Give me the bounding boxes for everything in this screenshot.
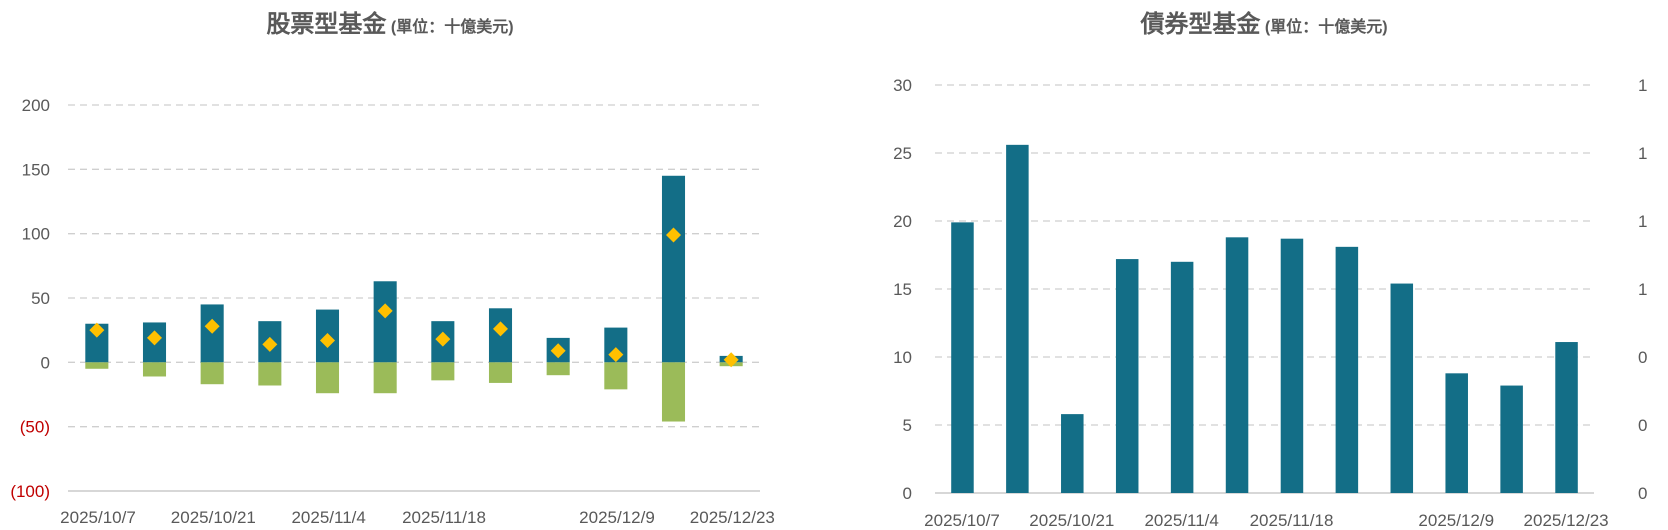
net-flow-marker <box>320 332 335 348</box>
x-tick-label: 2025/12/9 <box>1418 511 1494 530</box>
y-tick-label: (100) <box>10 482 50 501</box>
chart-title: 股票型基金 (單位：十億美元) <box>0 4 780 39</box>
x-tick-label: 2025/12/9 <box>579 508 655 527</box>
y-tick-label: 20 <box>893 212 912 231</box>
y2-tick-label: 1 <box>1638 280 1647 299</box>
net-flow-marker <box>89 322 105 338</box>
y-tick-label: 0 <box>41 353 50 372</box>
x-tick-label: 2025/12/23 <box>690 508 775 527</box>
net-flow-marker <box>262 336 278 352</box>
x-tick-label: 2025/10/21 <box>171 508 256 527</box>
bar-positive <box>85 323 109 363</box>
net-flow-marker <box>377 303 393 319</box>
net-flow-marker <box>550 343 566 359</box>
bond-fund-chart-panel: 債券型基金 (單位：十億美元) 30 1 25 1 20 1 15 1 10 0 5 0 0 0 2025/… <box>860 0 1668 530</box>
bar-negative <box>200 362 224 385</box>
bar-positive <box>1555 342 1578 493</box>
chart-title-main: 股票型基金 <box>266 11 387 38</box>
bar-positive <box>1500 385 1523 493</box>
equity-fund-chart: 200 150 100 50 0 (50) (100) 2025/10/7 2025/10/21… <box>10 96 775 527</box>
y-tick-label: 0 <box>903 484 912 503</box>
chart-title-unit: (單位：十億美元) <box>390 19 514 36</box>
bar-negative <box>258 362 282 386</box>
x-tick-label: 2025/12/23 <box>1524 511 1609 530</box>
x-tick-label: 2025/11/18 <box>1250 511 1334 530</box>
x-tick-label: 2025/11/4 <box>1144 511 1218 530</box>
bar-positive <box>951 222 974 494</box>
net-flow-marker <box>666 227 681 243</box>
chart-title-unit: (單位：十億美元) <box>1264 19 1388 36</box>
y-tick-label: 100 <box>22 225 50 244</box>
x-tick-label: 2025/10/21 <box>1029 511 1114 530</box>
bar-positive <box>661 175 686 363</box>
bar-positive <box>1335 246 1359 493</box>
bar-positive <box>1390 283 1414 493</box>
equity-fund-chart-panel: 股票型基金 (單位：十億美元) 200 150 100 50 0 (50) (100) 202… <box>0 0 780 530</box>
bar-negative <box>431 362 455 381</box>
y-tick-label: 15 <box>893 280 912 299</box>
x-tick-label: 2025/10/7 <box>924 511 1000 530</box>
y-tick-label: 30 <box>893 76 912 95</box>
bar-positive <box>1170 261 1194 493</box>
y2-tick-label: 0 <box>1638 416 1647 435</box>
bar-negative <box>315 362 340 394</box>
y2-tick-label: 0 <box>1638 348 1647 367</box>
bar-negative <box>661 362 686 422</box>
y2-tick-label: 1 <box>1638 76 1647 95</box>
net-flow-marker <box>493 321 508 337</box>
y-tick-label: 200 <box>22 96 50 115</box>
y-tick-label: (50) <box>20 418 50 437</box>
bar-positive <box>1061 414 1084 493</box>
bar-negative <box>142 362 167 377</box>
net-flow-marker <box>204 318 220 334</box>
y-tick-label: 150 <box>22 160 50 179</box>
bar-negative <box>373 362 397 394</box>
y2-tick-label: 1 <box>1638 144 1647 163</box>
x-tick-label: 2025/11/18 <box>402 508 486 527</box>
y-tick-label: 50 <box>31 289 50 308</box>
y-tick-label: 10 <box>893 348 912 367</box>
bar-positive <box>1225 237 1249 493</box>
x-tick-label: 2025/11/4 <box>291 508 365 527</box>
bar-positive <box>1445 373 1468 493</box>
bar-negative <box>546 362 570 376</box>
chart-title-main: 債券型基金 <box>1140 11 1261 38</box>
bar-negative <box>604 362 628 390</box>
bar-positive <box>1115 259 1139 493</box>
net-flow-marker <box>435 331 451 347</box>
bar-positive <box>1006 144 1029 493</box>
net-flow-marker <box>147 330 162 346</box>
bar-positive <box>373 281 397 363</box>
bar-negative <box>488 362 513 383</box>
x-tick-label: 2025/10/7 <box>60 508 136 527</box>
y-tick-label: 5 <box>903 416 912 435</box>
bond-fund-chart: 30 1 25 1 20 1 15 1 10 0 5 0 0 0 2025/10/7 2025/10/21 20… <box>893 76 1647 530</box>
net-flow-marker <box>723 352 739 368</box>
y2-tick-label: 0 <box>1638 484 1647 503</box>
y-tick-label: 25 <box>893 144 912 163</box>
y2-tick-label: 1 <box>1638 212 1647 231</box>
chart-title: 債券型基金 (單位：十億美元) <box>860 4 1668 39</box>
bar-positive <box>1280 238 1304 493</box>
bar-negative <box>85 362 109 369</box>
net-flow-marker <box>608 347 624 363</box>
